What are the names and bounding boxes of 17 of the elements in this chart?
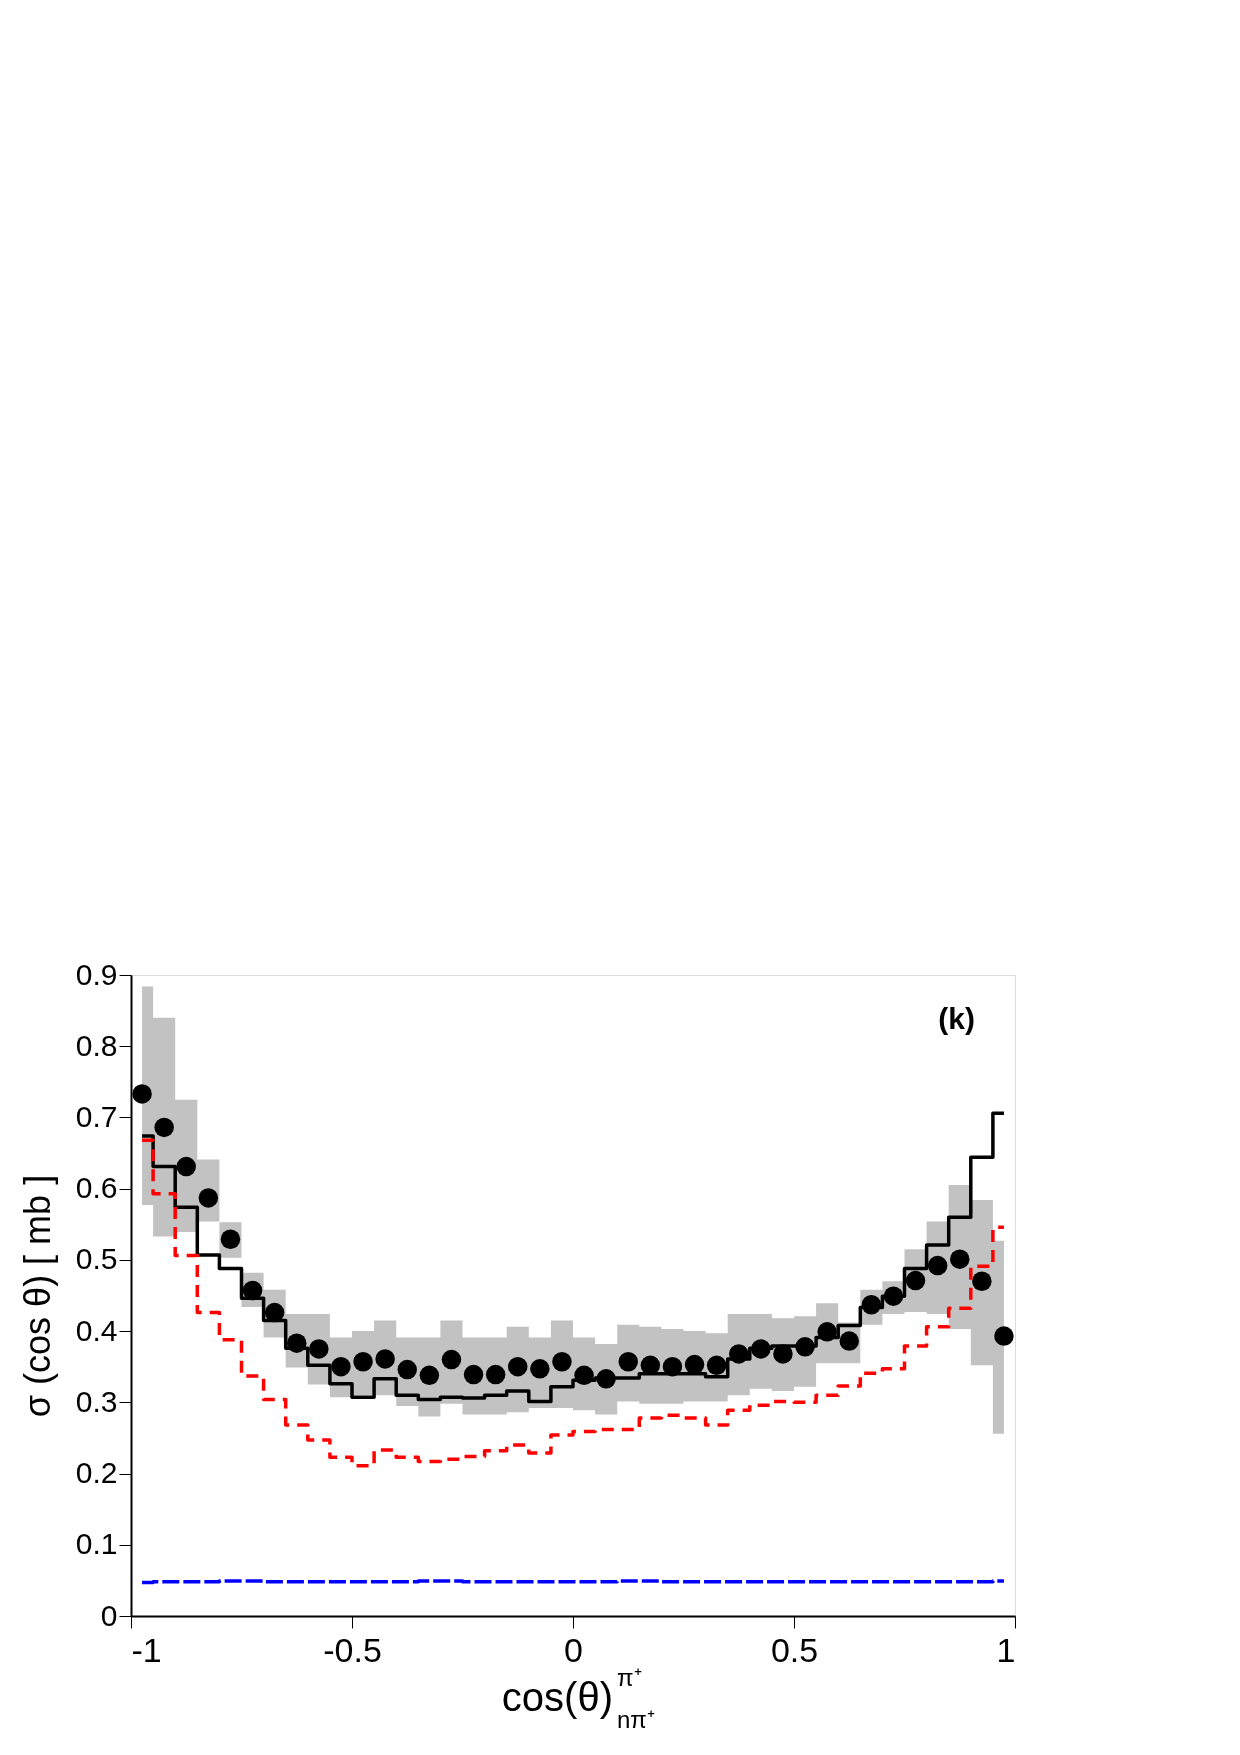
x-tick-label: -0.5 bbox=[323, 1630, 382, 1669]
y-tick-label: 0.4 bbox=[75, 1313, 118, 1347]
y-tick-label: 0.7 bbox=[75, 1099, 118, 1133]
x-tick-label: 0.5 bbox=[770, 1630, 819, 1669]
y-tick-label: 0.9 bbox=[75, 957, 118, 991]
y-tick-label: 0.1 bbox=[75, 1527, 118, 1561]
y-tick-label: 0 bbox=[100, 1598, 118, 1632]
y-tick-label: 0.3 bbox=[75, 1384, 118, 1418]
annotation: (k) bbox=[938, 1002, 975, 1035]
y-tick-label: 0.6 bbox=[75, 1171, 118, 1205]
x-tick-label: 1 bbox=[996, 1630, 1016, 1669]
y-axis-title: σ (cos θ) [ mb ] bbox=[16, 1174, 58, 1418]
x-tick-label: -1 bbox=[131, 1630, 162, 1669]
y-tick-label: 0.2 bbox=[75, 1456, 118, 1490]
y-tick-label: 0.5 bbox=[75, 1242, 118, 1276]
y-tick-label: 0.8 bbox=[75, 1028, 118, 1062]
x-tick-label: 0 bbox=[564, 1630, 583, 1669]
